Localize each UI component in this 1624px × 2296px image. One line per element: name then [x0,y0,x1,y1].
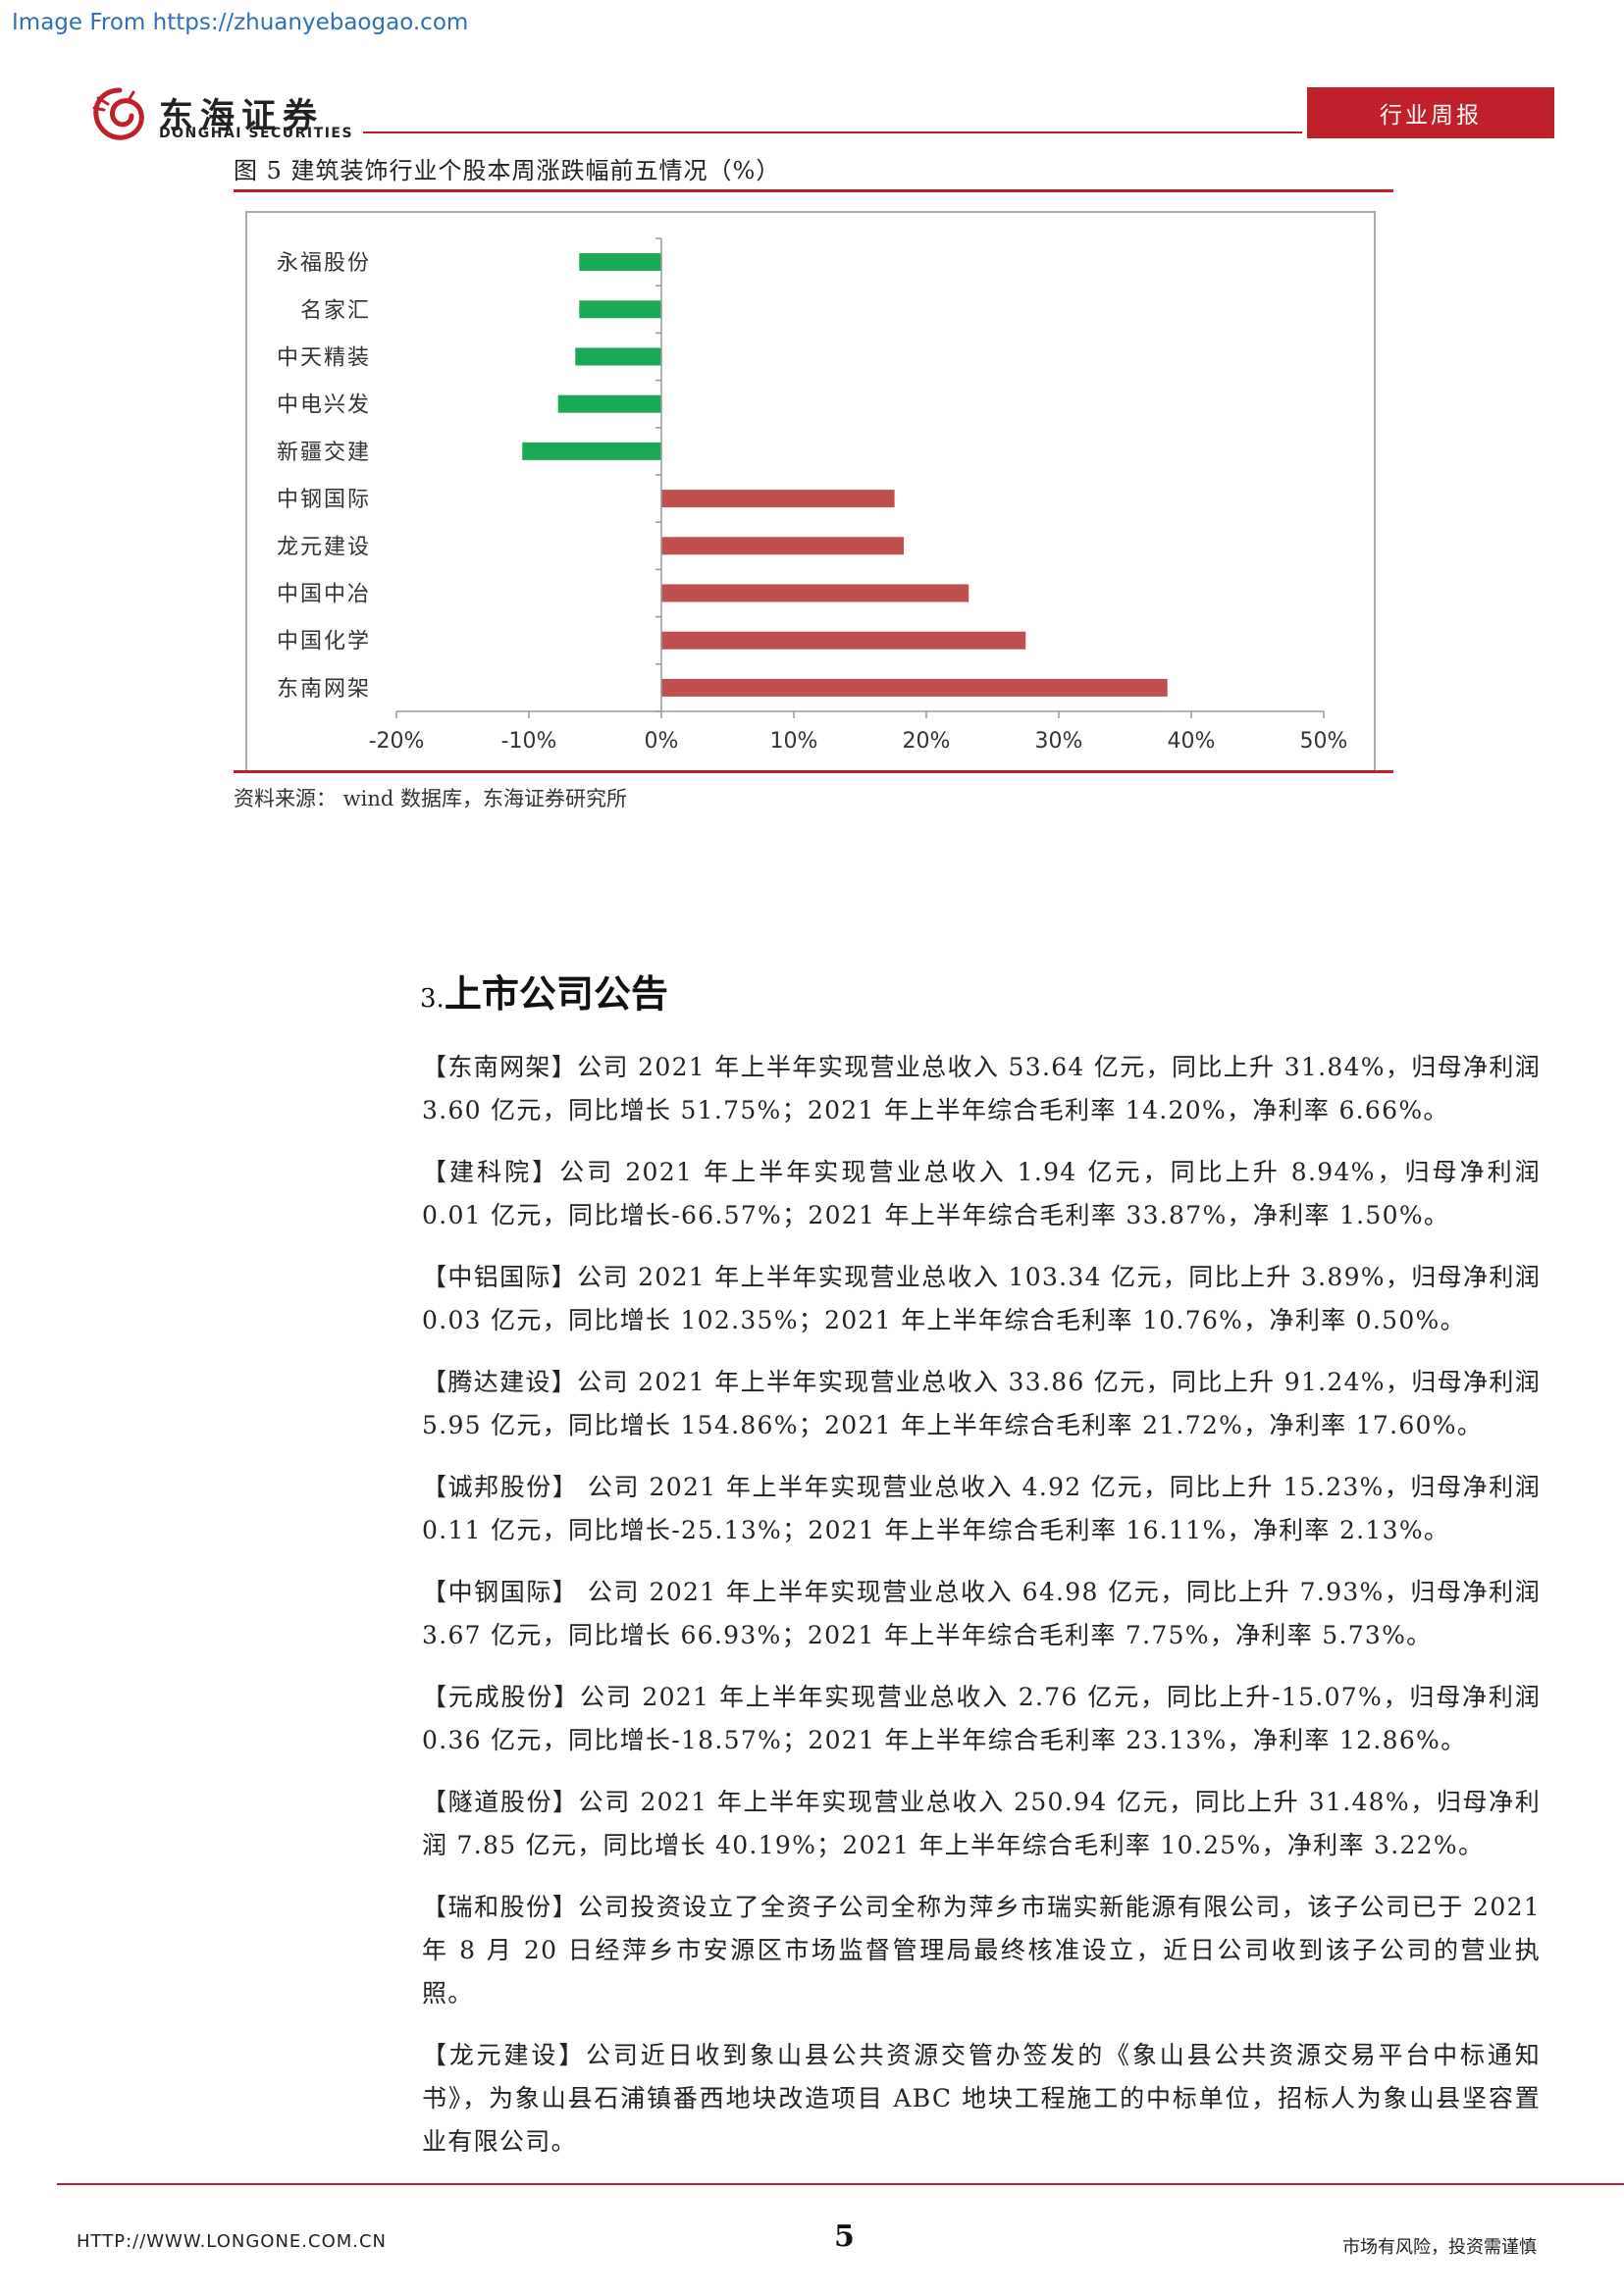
section-heading: 3.上市公司公告 [420,964,668,1018]
footer-website-link[interactable]: HTTP://WWW.LONGONE.COM.CN [77,2231,388,2252]
category-label: 中钢国际 [277,488,371,512]
bar [661,631,1026,650]
announcement-paragraph: 【隧道股份】公司 2021 年上半年实现营业总收入 250.94 亿元，同比上升… [422,1788,1541,1859]
category-label: 东南网架 [277,677,371,702]
category-label: 永福股份 [277,251,371,276]
footer-divider [57,2183,1624,2185]
announcement-list: 【东南网架】公司 2021 年上半年实现营业总收入 53.64 亿元，同比上升 … [422,1046,1541,2182]
figure-bottom-rule [234,770,1393,773]
category-label: 中天精装 [277,346,371,371]
x-tick-label: -20% [369,729,425,754]
bar [579,253,661,272]
announcement-paragraph: 【建科院】公司 2021 年上半年实现营业总收入 1.94 亿元，同比上升 8.… [422,1158,1541,1229]
announcement-paragraph: 【瑞和股份】公司投资设立了全资子公司全称为萍乡市瑞实新能源有限公司，该子公司已于… [422,1893,1541,2008]
category-label: 新疆交建 [277,441,371,465]
bar [575,347,661,366]
x-tick-label: 30% [1035,729,1083,754]
bar [661,490,895,508]
announcement-paragraph: 【中钢国际】 公司 2021 年上半年实现营业总收入 64.98 亿元，同比上升… [422,1578,1541,1649]
page-number: 5 [834,2219,855,2254]
bar [522,442,661,460]
announcement-paragraph: 【元成股份】公司 2021 年上半年实现营业总收入 2.76 亿元，同比上升-1… [422,1683,1541,1754]
logo-chinese-name: 东海证券 [159,97,325,136]
figure-caption: 图 5 建筑装饰行业个股本周涨跌幅前五情况（%） [234,157,781,184]
announcement-paragraph: 【东南网架】公司 2021 年上半年实现营业总收入 53.64 亿元，同比上升 … [422,1053,1541,1124]
source-watermark: Image From https://zhuanyebaogao.com [12,10,469,35]
category-label: 中国中冶 [277,583,371,607]
category-label: 中国化学 [277,630,371,654]
category-label: 中电兴发 [277,393,371,418]
bar [661,584,969,602]
bar [661,537,905,555]
category-label: 名家汇 [300,298,371,323]
section-number: 3. [420,984,445,1014]
section-title: 上市公司公告 [444,971,668,1016]
figure-source: 资料来源： wind 数据库，东海证券研究所 [234,787,628,810]
header-divider [363,131,1302,133]
dragon-logo-icon [92,87,144,140]
x-tick-label: 40% [1168,729,1216,754]
announcement-paragraph: 【中铝国际】公司 2021 年上半年实现营业总收入 103.34 亿元，同比上升… [422,1263,1541,1334]
report-type-badge: 行业周报 [1307,87,1554,138]
bar [579,300,661,319]
x-tick-label: -10% [501,729,557,754]
logo-english-name: DONGHAI SECURITIES [159,126,354,141]
figure-top-rule [234,189,1393,192]
company-logo: 东海证券 DONGHAI SECURITIES [88,84,363,145]
bar [661,678,1168,697]
category-label: 龙元建设 [277,535,371,559]
x-tick-label: 0% [645,729,679,754]
announcement-paragraph: 【龙元建设】公司近日收到象山县公共资源交管办签发的《象山县公共资源交易平台中标通… [422,2041,1541,2156]
bar [557,394,661,413]
x-tick-label: 20% [903,729,951,754]
announcement-paragraph: 【腾达建设】公司 2021 年上半年实现营业总收入 33.86 亿元，同比上升 … [422,1368,1541,1439]
x-tick-label: 50% [1300,729,1348,754]
risk-disclaimer: 市场有风险，投资需谨慎 [1342,2237,1537,2258]
announcement-paragraph: 【诚邦股份】 公司 2021 年上半年实现营业总收入 4.92 亿元，同比上升 … [422,1473,1541,1544]
x-tick-label: 10% [770,729,818,754]
